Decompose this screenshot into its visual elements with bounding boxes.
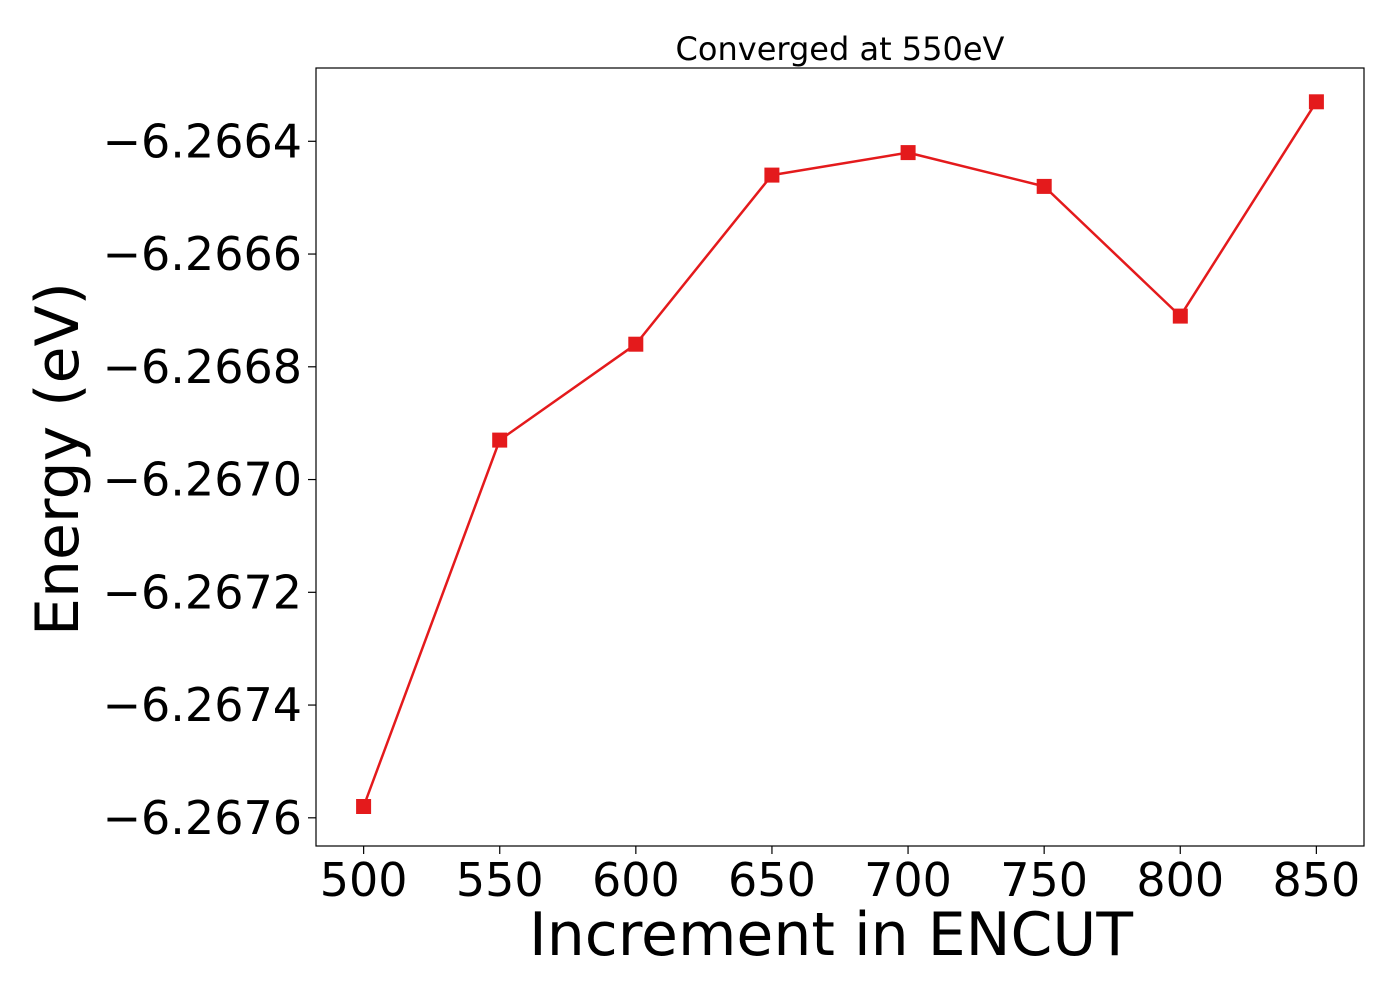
- data-point-marker: [900, 145, 916, 161]
- data-point-marker: [1308, 94, 1324, 110]
- data-point-marker: [1036, 178, 1052, 194]
- x-tick-label: 500: [320, 853, 408, 907]
- data-point-marker: [764, 167, 780, 183]
- y-tick-label: −6.2672: [103, 565, 303, 619]
- y-tick-label: −6.2676: [103, 791, 303, 845]
- series-layer: [356, 94, 1324, 814]
- y-axis-title: Energy (eV): [23, 282, 93, 636]
- y-tick-label: −6.2670: [103, 453, 303, 507]
- x-axis-title: Increment in ENCUT: [529, 900, 1133, 970]
- series-line: [362, 101, 1318, 807]
- x-tick-label: 750: [1000, 853, 1088, 907]
- x-tick-label: 850: [1272, 853, 1360, 907]
- x-tick-label: 600: [592, 853, 680, 907]
- y-tick-label: −6.2668: [103, 340, 303, 394]
- axis-ticks: 500 550 600 650 700 750 800 850 −6.2676 −6.2674 −6…: [103, 114, 1361, 907]
- data-point-marker: [356, 799, 372, 814]
- y-tick-label: −6.2664: [103, 114, 303, 168]
- data-point-marker: [1172, 308, 1188, 324]
- plot-area-frame: [315, 67, 1365, 847]
- y-tick-label: −6.2674: [103, 678, 303, 732]
- x-tick-label: 650: [728, 853, 816, 907]
- x-tick-label: 700: [864, 853, 952, 907]
- data-point-marker: [628, 336, 644, 352]
- chart-title: Converged at 550eV: [676, 30, 1005, 68]
- data-point-marker: [492, 432, 508, 448]
- y-tick-label: −6.2666: [103, 227, 303, 281]
- x-tick-label: 800: [1136, 853, 1224, 907]
- x-tick-label: 550: [456, 853, 544, 907]
